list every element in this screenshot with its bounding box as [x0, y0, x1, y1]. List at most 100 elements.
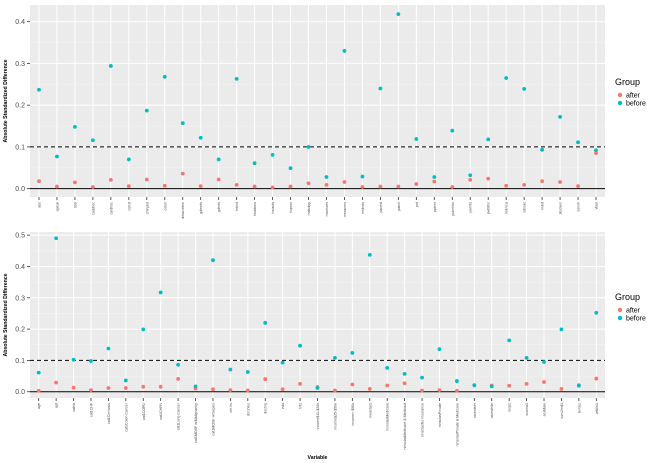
data-point-after: [454, 388, 459, 393]
data-point-after: [367, 387, 372, 391]
data-point-before: [378, 86, 383, 91]
data-point-before: [90, 138, 95, 143]
data-point-before: [36, 370, 41, 375]
x-tick-label: stocken: [559, 202, 563, 214]
data-point-after: [524, 382, 529, 386]
data-point-before: [228, 367, 233, 372]
data-point-before: [280, 360, 285, 365]
y-tick-label: 0.1: [15, 358, 25, 365]
x-tick-label: cat1Cirrhosis: [107, 403, 111, 424]
data-point-after: [37, 179, 41, 184]
data-point-before: [350, 350, 355, 355]
data-point-before: [306, 145, 311, 149]
x-tick-label: colon: [163, 202, 167, 211]
data-point-after: [486, 176, 491, 181]
data-point-before: [542, 360, 546, 364]
data-point-after: [211, 387, 215, 392]
x-tick-label: resp1: [508, 403, 512, 412]
data-point-before: [437, 347, 442, 352]
x-tick-label: apt: [55, 403, 59, 408]
x-tick-label: apical: [55, 202, 59, 212]
x-tick-label: rndst: [541, 202, 545, 210]
data-point-before: [37, 87, 41, 92]
legend-key-after: [617, 92, 623, 98]
data-point-after: [576, 184, 580, 189]
data-point-before: [123, 378, 128, 383]
y-tick-label: 0.3: [15, 295, 25, 302]
data-point-after: [234, 182, 239, 187]
x-tick-label: income$11-$25k: [316, 403, 320, 430]
y-tick-label: 0.1: [15, 144, 25, 151]
x-tick-label: raceother: [473, 402, 477, 418]
data-point-after: [54, 380, 59, 385]
data-point-after: [228, 388, 233, 393]
chart-panel-1: 0.0 0.1 0.2 0.3 0.4 abc apical bbb caddrec cardhb…: [3, 5, 646, 241]
data-point-before: [211, 258, 215, 263]
data-point-before: [89, 359, 93, 363]
y-axis-title: Absolute Standardized Difference: [3, 59, 9, 142]
y-tick-label: 0.4: [15, 19, 25, 26]
data-point-after: [437, 388, 442, 393]
data-point-before: [263, 320, 268, 325]
data-point-before: [298, 343, 302, 348]
data-point-after: [73, 180, 77, 185]
x-tick-label: delacretne: [181, 202, 185, 219]
data-point-after: [504, 183, 509, 188]
x-tick-label: pnt: [415, 202, 419, 207]
data-point-before: [108, 64, 113, 68]
data-point-after: [507, 383, 512, 388]
x-tick-label: chlnplst: [145, 202, 149, 214]
data-point-after: [288, 184, 293, 189]
legend-key-before: [617, 100, 623, 106]
x-tick-label: cat1CHFN: [159, 403, 163, 420]
data-point-after: [280, 387, 285, 392]
data-point-after: [324, 182, 329, 187]
data-point-before: [180, 121, 185, 126]
y-axis-title: Absolute Standardized Difference: [3, 273, 9, 356]
data-point-before: [402, 371, 407, 376]
x-tick-label: racewhite: [490, 403, 494, 418]
data-point-after: [450, 185, 455, 189]
x-tick-label: hxpnor: [289, 201, 293, 213]
x-tick-label: redrvca: [505, 202, 509, 214]
y-tick-label: 0.3: [15, 61, 25, 68]
chart-panel-2: 0.0 0.1 0.2 0.3 0.4 0.5 age apt cathb cat1CHF cat1…: [3, 232, 646, 461]
data-point-before: [252, 161, 257, 166]
data-point-before: [524, 356, 529, 360]
data-point-before: [126, 157, 131, 162]
data-point-before: [176, 362, 181, 367]
x-tick-label: hxracts: [271, 202, 275, 214]
x-tick-label: meanbp1: [368, 403, 372, 418]
x-tick-label: vtasl: [595, 202, 599, 210]
data-point-after: [396, 184, 401, 189]
data-point-after: [158, 384, 163, 389]
x-tick-label: gdhrts: [217, 202, 221, 212]
data-point-before: [450, 128, 455, 133]
data-point-after: [558, 180, 562, 184]
data-point-before: [420, 375, 424, 380]
x-tick-label: cat1COPD: [142, 403, 146, 421]
x-tick-label: ninsclasMedicare & Medicaid: [403, 403, 407, 450]
legend-label-before: before: [626, 101, 646, 108]
x-tick-label: hrt1: [299, 403, 303, 409]
data-point-after: [540, 179, 545, 184]
x-tick-label: abc: [37, 202, 41, 208]
x-tick-label: pptnhr: [433, 201, 437, 212]
x-tick-label: sunsh: [577, 202, 581, 212]
x-tick-label: cat1CHF: [89, 402, 93, 417]
x-tick-label: surv2md1: [560, 403, 564, 419]
legend-key-after: [617, 307, 623, 313]
data-point-after: [522, 182, 527, 187]
x-tick-label: ninsclasMedicare: [386, 403, 390, 431]
x-tick-label: nndrcts: [361, 202, 365, 214]
data-point-after: [216, 177, 221, 182]
x-tick-label: wtkilo1: [595, 403, 599, 414]
data-point-before: [54, 236, 59, 241]
x-tick-label: cat1MOSF w/Sepsis: [211, 403, 215, 436]
data-point-after: [89, 388, 93, 393]
x-tick-label: scoma1: [525, 403, 529, 416]
data-point-before: [315, 386, 320, 390]
